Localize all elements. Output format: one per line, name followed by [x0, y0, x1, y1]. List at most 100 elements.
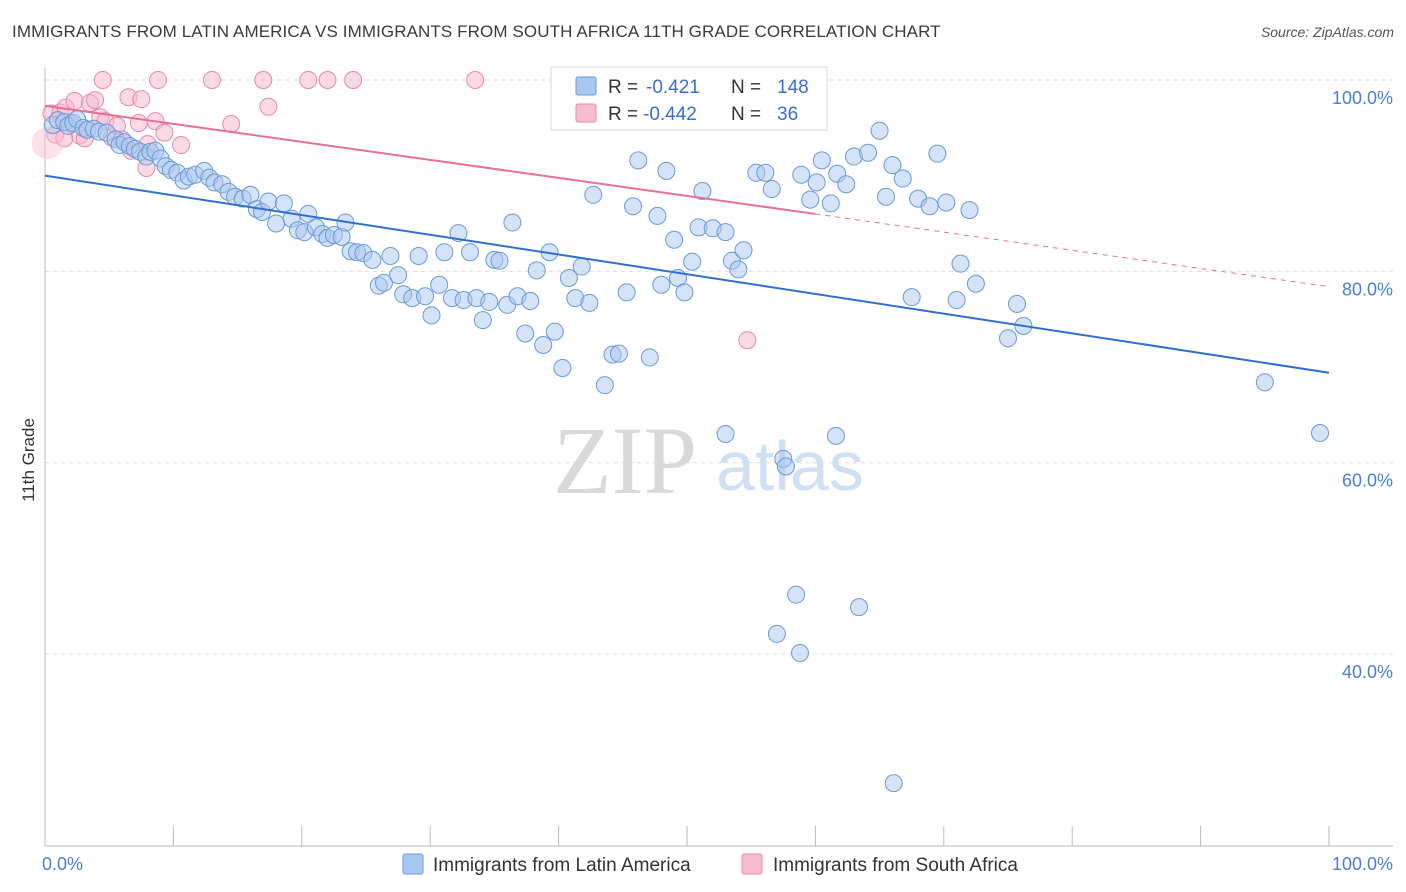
blue-point-129 — [893, 169, 912, 188]
legend-r-value-pink: -0.442 — [643, 104, 697, 125]
y-tick-label-40: 40.0% — [1342, 662, 1393, 682]
legend-n-value-pink: 36 — [777, 104, 798, 125]
tick-labels: 100.0% 80.0% 60.0% 40.0% 0.0% 100.0% — [42, 88, 1393, 874]
pink-point-21 — [202, 71, 221, 89]
blue-point-53 — [363, 250, 382, 269]
blue-point-128 — [883, 156, 902, 175]
blue-point-125 — [859, 143, 878, 162]
pink-point-16 — [129, 114, 148, 133]
blue-point-79 — [527, 261, 546, 280]
blue-point-82 — [545, 322, 564, 341]
blue-point-147 — [790, 644, 809, 663]
blue-point-101 — [675, 283, 694, 302]
blue-point-87 — [580, 293, 599, 312]
y-axis-label: 11th Grade — [19, 418, 38, 502]
pink-point-9 — [86, 91, 105, 110]
pink-point-22 — [222, 115, 241, 134]
pink-point-32 — [132, 90, 151, 109]
blue-point-99 — [665, 230, 684, 249]
correlation-legend: R = -0.421 N = 148 R = -0.442 N = 36 — [550, 66, 828, 131]
blue-point-38 — [267, 214, 286, 233]
series-legend: Immigrants from Latin America Immigrants… — [402, 853, 1018, 876]
blue-point-116 — [792, 165, 811, 184]
blue-point-75 — [503, 213, 522, 232]
blue-point-122 — [837, 175, 856, 194]
blue-point-120 — [821, 194, 840, 213]
blue-point-118 — [807, 173, 826, 192]
trend-line-south-africa-extension — [815, 213, 1330, 288]
legend-r-value-blue: -0.421 — [646, 77, 700, 98]
blue-point-91 — [609, 344, 628, 363]
blue-point-95 — [640, 348, 659, 367]
blue-point-98 — [657, 161, 676, 180]
pink-point-30 — [148, 71, 167, 89]
blue-point-94 — [629, 151, 648, 170]
blue-point-80 — [534, 335, 553, 354]
blue-point-96 — [648, 206, 667, 225]
blue-point-62 — [422, 306, 441, 325]
blue-point-37 — [259, 192, 278, 211]
blue-point-132 — [920, 197, 939, 216]
pink-point-28 — [466, 71, 485, 89]
blue-point-57 — [389, 266, 408, 285]
legend-swatch-pink — [575, 103, 597, 123]
pink-point-cluster — [31, 127, 64, 160]
blue-point-136 — [951, 254, 970, 273]
pink-point-20 — [172, 136, 191, 155]
blue-point-142 — [1255, 373, 1274, 392]
blue-point-127 — [877, 187, 896, 206]
blue-point-130 — [902, 288, 921, 307]
trend-line-south-africa — [44, 104, 816, 215]
pink-point-24 — [259, 97, 278, 116]
source-credit: Source: ZipAtlas.com — [1260, 24, 1394, 40]
blue-point-109 — [729, 260, 748, 279]
blue-point-63 — [430, 275, 449, 294]
blue-point-88 — [584, 185, 603, 204]
blue-point-83 — [553, 358, 572, 377]
pink-point-29 — [93, 71, 112, 89]
pink-point-19 — [155, 123, 174, 142]
watermark-zip: ZIP — [553, 407, 697, 514]
blue-point-107 — [716, 223, 735, 242]
chart-title: IMMIGRANTS FROM LATIN AMERICA VS IMMIGRA… — [12, 22, 941, 41]
blue-point-115 — [787, 585, 806, 604]
blue-point-70 — [473, 311, 492, 330]
bottom-legend-swatch-blue — [402, 853, 424, 875]
bottom-legend-swatch-pink — [741, 853, 763, 875]
pink-point-34 — [738, 331, 757, 350]
blue-point-117 — [801, 190, 820, 209]
legend-n-value-blue: 148 — [777, 77, 809, 98]
blue-point-138 — [966, 274, 985, 293]
blue-point-68 — [461, 243, 480, 262]
blue-point-71 — [480, 292, 499, 311]
blue-point-145 — [716, 424, 735, 443]
y-tick-label-100: 100.0% — [1332, 88, 1393, 108]
blue-point-139 — [999, 329, 1017, 348]
pink-point-27 — [344, 71, 363, 89]
blue-point-102 — [683, 252, 702, 271]
blue-point-148 — [884, 774, 903, 793]
pink-point-5 — [65, 92, 84, 111]
blue-point-64 — [435, 243, 454, 262]
blue-point-137 — [960, 201, 979, 220]
pink-point-23 — [254, 71, 273, 89]
bottom-legend-label-south-africa: Immigrants from South Africa — [773, 855, 1018, 876]
legend-swatch-blue — [575, 76, 597, 96]
blue-point-97 — [652, 275, 671, 294]
blue-point-104 — [693, 181, 712, 200]
pink-point-25 — [299, 71, 318, 89]
blue-point-124 — [850, 598, 869, 617]
blue-point-66 — [449, 224, 468, 243]
blue-point-84 — [559, 269, 578, 288]
blue-point-73 — [490, 251, 509, 270]
blue-point-110 — [734, 241, 753, 260]
trend-line-latin-america — [44, 174, 1330, 374]
legend-r-label-pink: R = — [608, 104, 638, 125]
blue-point-56 — [381, 247, 400, 266]
legend-n-label-blue: N = — [731, 77, 761, 98]
blue-point-143 — [1311, 424, 1330, 443]
legend-box — [550, 66, 828, 131]
blue-point-113 — [762, 180, 781, 199]
legend-r-label-blue: R = — [608, 77, 638, 98]
